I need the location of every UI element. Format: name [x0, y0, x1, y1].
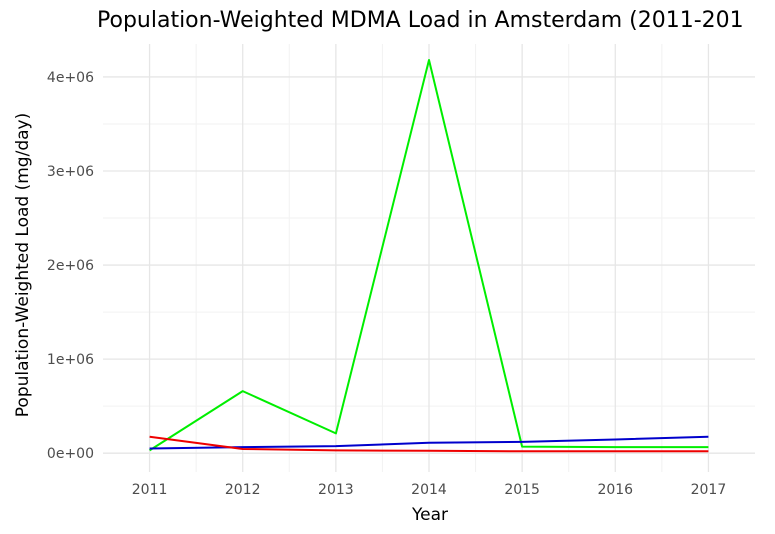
x-tick-label: 2017 [691, 482, 727, 498]
y-tick-label: 4e+06 [47, 70, 94, 86]
series-lines [149, 59, 709, 453]
x-tick-label: 2015 [504, 482, 540, 498]
grid-lines [103, 44, 755, 472]
chart-title: Population-Weighted MDMA Load in Amsterd… [97, 8, 744, 33]
x-tick-label: 2016 [597, 482, 633, 498]
y-axis-title: Population-Weighted Load (mg/day) [13, 113, 33, 417]
series-line-3 [149, 435, 709, 453]
y-tick-label: 3e+06 [47, 164, 94, 180]
y-tick-label: 0e+00 [47, 446, 94, 462]
y-tick-label: 1e+06 [47, 352, 94, 368]
y-tick-labels: 0e+00 1e+06 2e+06 3e+06 4e+06 [47, 70, 94, 462]
series-line-1 [149, 59, 709, 452]
y-tick-label: 2e+06 [47, 258, 94, 274]
x-tick-labels: 2011 2012 2013 2014 2015 2016 2017 [132, 482, 726, 498]
x-tick-label: 2012 [225, 482, 261, 498]
x-tick-label: 2013 [318, 482, 354, 498]
x-axis-title: Year [411, 505, 448, 525]
series-line-2 [149, 435, 709, 450]
x-tick-label: 2014 [411, 482, 447, 498]
x-tick-label: 2011 [132, 482, 168, 498]
